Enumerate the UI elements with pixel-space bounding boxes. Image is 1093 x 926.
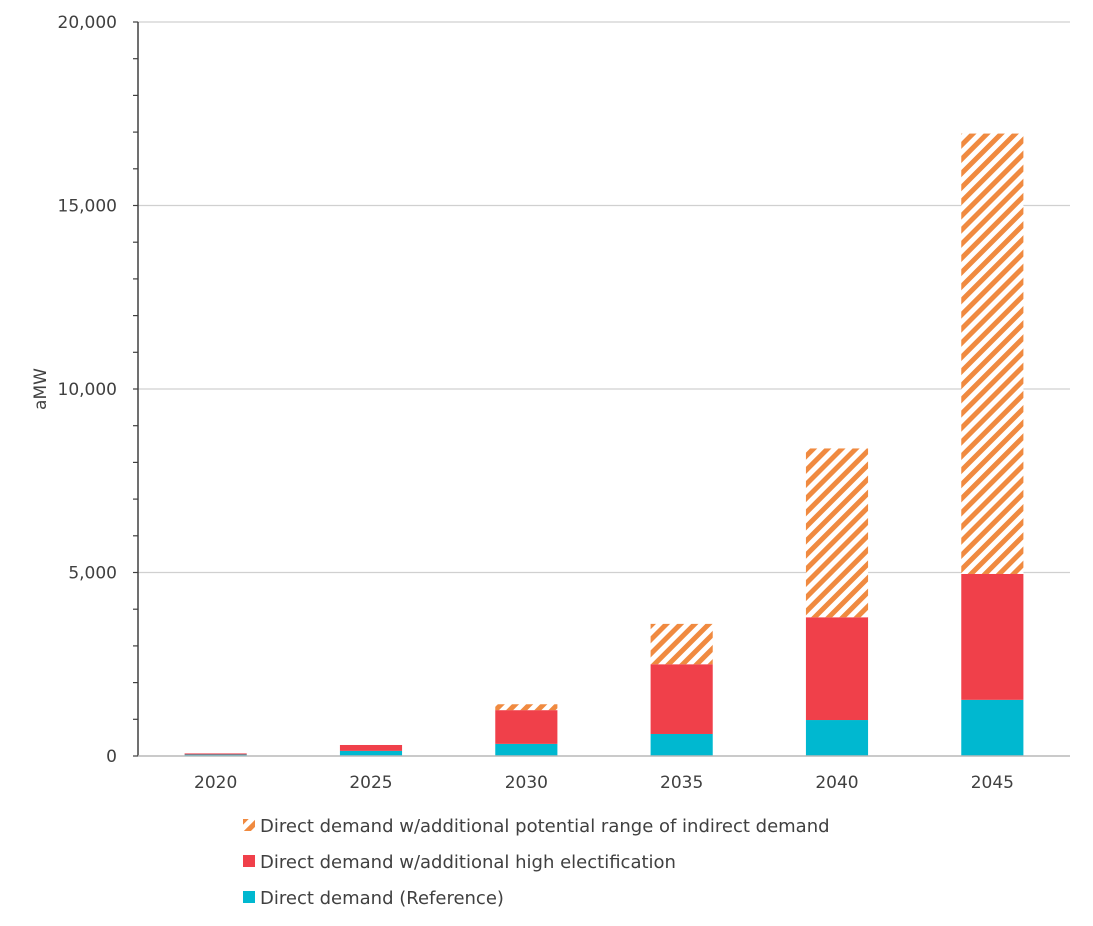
bar-segment bbox=[650, 664, 713, 734]
legend-label: Direct demand (Reference) bbox=[260, 888, 504, 909]
bar-segment bbox=[805, 617, 869, 721]
x-tick-label: 2025 bbox=[349, 773, 392, 793]
bar-segment bbox=[495, 743, 558, 756]
bar-segment bbox=[650, 733, 713, 756]
bar-segment bbox=[961, 133, 1024, 574]
axes bbox=[133, 21, 1070, 757]
x-tick-label: 2045 bbox=[971, 773, 1014, 793]
bar-segment bbox=[961, 573, 1024, 700]
bar-segment bbox=[495, 710, 558, 744]
bar-segment bbox=[805, 720, 869, 756]
legend: Direct demand w/additional potential ran… bbox=[243, 816, 830, 909]
y-tick-label: 5,000 bbox=[68, 564, 117, 584]
bar-segment bbox=[961, 699, 1024, 756]
legend-swatch bbox=[243, 819, 255, 831]
y-tick-label: 0 bbox=[106, 747, 117, 767]
bar-segment bbox=[184, 753, 247, 755]
gridlines bbox=[138, 21, 1070, 574]
x-tick-label: 2040 bbox=[815, 773, 858, 793]
x-tick-label: 2030 bbox=[505, 773, 548, 793]
bar-segment bbox=[339, 750, 403, 756]
bar-segment bbox=[339, 744, 403, 751]
x-tick-label: 2020 bbox=[194, 773, 237, 793]
legend-label: Direct demand w/additional high electifi… bbox=[260, 852, 676, 873]
legend-swatch bbox=[243, 891, 255, 903]
y-tick-label: 15,000 bbox=[58, 197, 117, 217]
x-tick-label: 2035 bbox=[660, 773, 703, 793]
y-tick-label: 20,000 bbox=[58, 13, 117, 33]
legend-swatch bbox=[243, 855, 255, 867]
y-tick-label: 10,000 bbox=[58, 380, 117, 400]
bars bbox=[184, 133, 1024, 756]
bar-segment bbox=[805, 448, 869, 618]
y-axis-title: aMW bbox=[31, 368, 51, 410]
bar-segment bbox=[650, 623, 713, 665]
legend-label: Direct demand w/additional potential ran… bbox=[260, 816, 830, 837]
tick-labels: 0 5,000 10,000 15,000 20,000 2020 2025 2030 2035… bbox=[58, 13, 1014, 793]
bar-segment bbox=[495, 704, 558, 711]
